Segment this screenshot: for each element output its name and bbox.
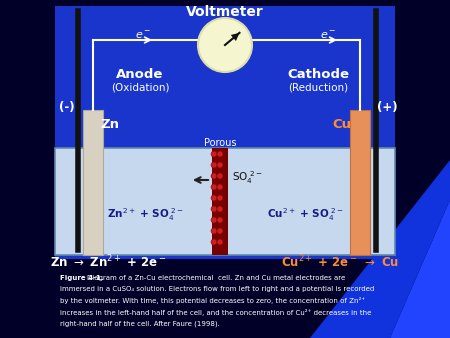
Circle shape bbox=[211, 195, 217, 201]
Text: Cu$^{2+}$ + SO$_4^{\ 2-}$: Cu$^{2+}$ + SO$_4^{\ 2-}$ bbox=[266, 207, 343, 223]
Bar bbox=[55, 148, 395, 255]
Text: Cathode: Cathode bbox=[287, 69, 349, 81]
Text: immersed in a CuSO₄ solution. Electrons flow from left to right and a potential : immersed in a CuSO₄ solution. Electrons … bbox=[60, 287, 374, 292]
Circle shape bbox=[217, 206, 223, 212]
Circle shape bbox=[217, 151, 223, 157]
Text: Porous: Porous bbox=[204, 138, 236, 148]
Text: (-): (-) bbox=[59, 100, 75, 114]
Polygon shape bbox=[390, 200, 450, 338]
Text: Cu$^{2+}$ + 2e$^-$ $\rightarrow$ Cu: Cu$^{2+}$ + 2e$^-$ $\rightarrow$ Cu bbox=[281, 254, 399, 270]
Text: (+): (+) bbox=[377, 100, 397, 114]
Bar bbox=[350, 110, 370, 255]
Text: Figure 4-1.: Figure 4-1. bbox=[60, 275, 106, 281]
Polygon shape bbox=[310, 160, 450, 338]
Text: (Oxidation): (Oxidation) bbox=[111, 82, 169, 92]
Text: Zn $\rightarrow$ Zn$^{2+}$ + 2e$^-$: Zn $\rightarrow$ Zn$^{2+}$ + 2e$^-$ bbox=[50, 254, 166, 270]
Text: Zn$^{2+}$ + SO$_4^{\ 2-}$: Zn$^{2+}$ + SO$_4^{\ 2-}$ bbox=[107, 207, 184, 223]
Text: (Reduction): (Reduction) bbox=[288, 82, 348, 92]
Circle shape bbox=[217, 239, 223, 245]
Polygon shape bbox=[231, 33, 239, 41]
Bar bbox=[83, 110, 103, 255]
Circle shape bbox=[211, 239, 217, 245]
Bar bbox=[55, 6, 395, 259]
Circle shape bbox=[217, 217, 223, 223]
Circle shape bbox=[211, 151, 217, 157]
Text: e$^-$: e$^-$ bbox=[320, 29, 336, 41]
Circle shape bbox=[198, 18, 252, 72]
Text: Voltmeter: Voltmeter bbox=[186, 5, 264, 19]
Text: by the voltmeter. With time, this potential decreases to zero, the concentration: by the voltmeter. With time, this potent… bbox=[60, 297, 365, 305]
Circle shape bbox=[217, 195, 223, 201]
Circle shape bbox=[211, 228, 217, 234]
Circle shape bbox=[217, 228, 223, 234]
Text: e$^-$: e$^-$ bbox=[135, 29, 151, 41]
Bar bbox=[212, 148, 228, 255]
Text: increases in the left-hand half of the cell, and the concentration of Cu²⁺ decre: increases in the left-hand half of the c… bbox=[60, 309, 371, 316]
Text: SO$_4^{\ 2-}$: SO$_4^{\ 2-}$ bbox=[232, 170, 262, 186]
Circle shape bbox=[211, 162, 217, 168]
Circle shape bbox=[211, 217, 217, 223]
Text: Diagram of a Zn-Cu electrochemical  cell. Zn and Cu metal electrodes are: Diagram of a Zn-Cu electrochemical cell.… bbox=[87, 275, 345, 281]
Text: right-hand half of the cell. After Faure (1998).: right-hand half of the cell. After Faure… bbox=[60, 321, 220, 327]
Text: Anode: Anode bbox=[116, 69, 164, 81]
Circle shape bbox=[211, 206, 217, 212]
Circle shape bbox=[217, 173, 223, 179]
Circle shape bbox=[211, 173, 217, 179]
Text: Cu: Cu bbox=[333, 119, 351, 131]
Text: Zn: Zn bbox=[100, 119, 120, 131]
Circle shape bbox=[211, 184, 217, 190]
Circle shape bbox=[217, 162, 223, 168]
Circle shape bbox=[217, 184, 223, 190]
